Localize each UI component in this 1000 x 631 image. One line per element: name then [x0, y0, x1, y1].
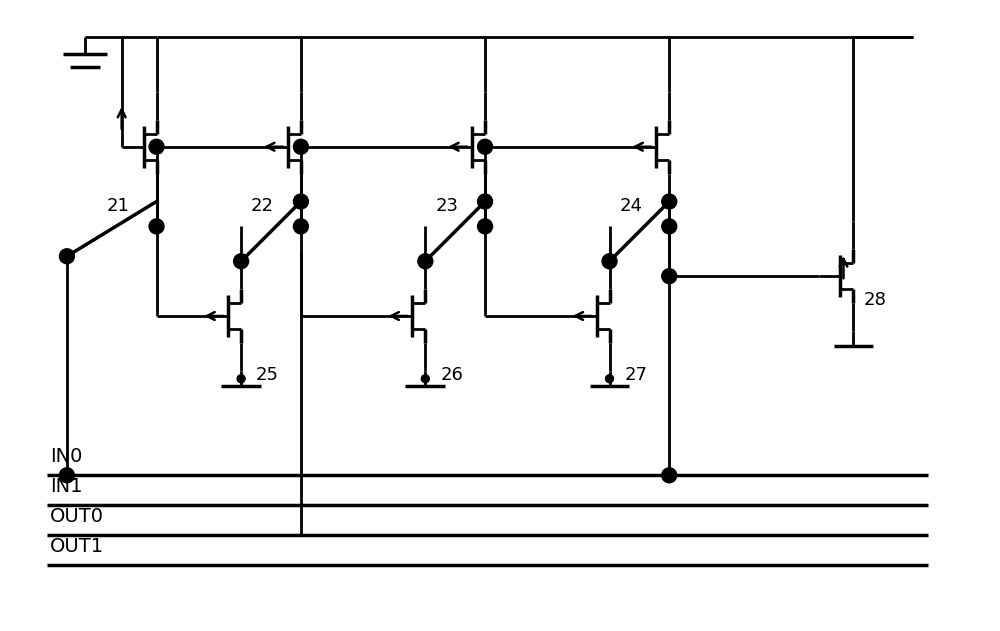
Circle shape [59, 468, 74, 483]
Circle shape [602, 254, 617, 269]
Circle shape [478, 139, 493, 154]
Circle shape [59, 249, 74, 264]
Circle shape [237, 375, 245, 383]
Circle shape [478, 219, 493, 234]
Text: OUT1: OUT1 [50, 537, 104, 556]
Text: 27: 27 [624, 366, 647, 384]
Text: IN1: IN1 [50, 477, 82, 496]
Circle shape [606, 375, 613, 383]
Circle shape [662, 269, 677, 284]
Text: OUT0: OUT0 [50, 507, 104, 526]
Circle shape [293, 194, 308, 209]
Circle shape [293, 139, 308, 154]
Text: 25: 25 [256, 366, 279, 384]
Text: 23: 23 [435, 196, 458, 215]
Circle shape [662, 194, 677, 209]
Text: 28: 28 [863, 291, 886, 309]
Circle shape [149, 219, 164, 234]
Circle shape [662, 468, 677, 483]
Circle shape [662, 219, 677, 234]
Circle shape [421, 375, 429, 383]
Text: 22: 22 [251, 196, 274, 215]
Circle shape [149, 139, 164, 154]
Circle shape [418, 254, 433, 269]
Circle shape [478, 194, 493, 209]
Text: IN0: IN0 [50, 447, 82, 466]
Circle shape [293, 219, 308, 234]
Text: 21: 21 [107, 196, 130, 215]
Text: 26: 26 [440, 366, 463, 384]
Circle shape [234, 254, 249, 269]
Text: 24: 24 [619, 196, 642, 215]
